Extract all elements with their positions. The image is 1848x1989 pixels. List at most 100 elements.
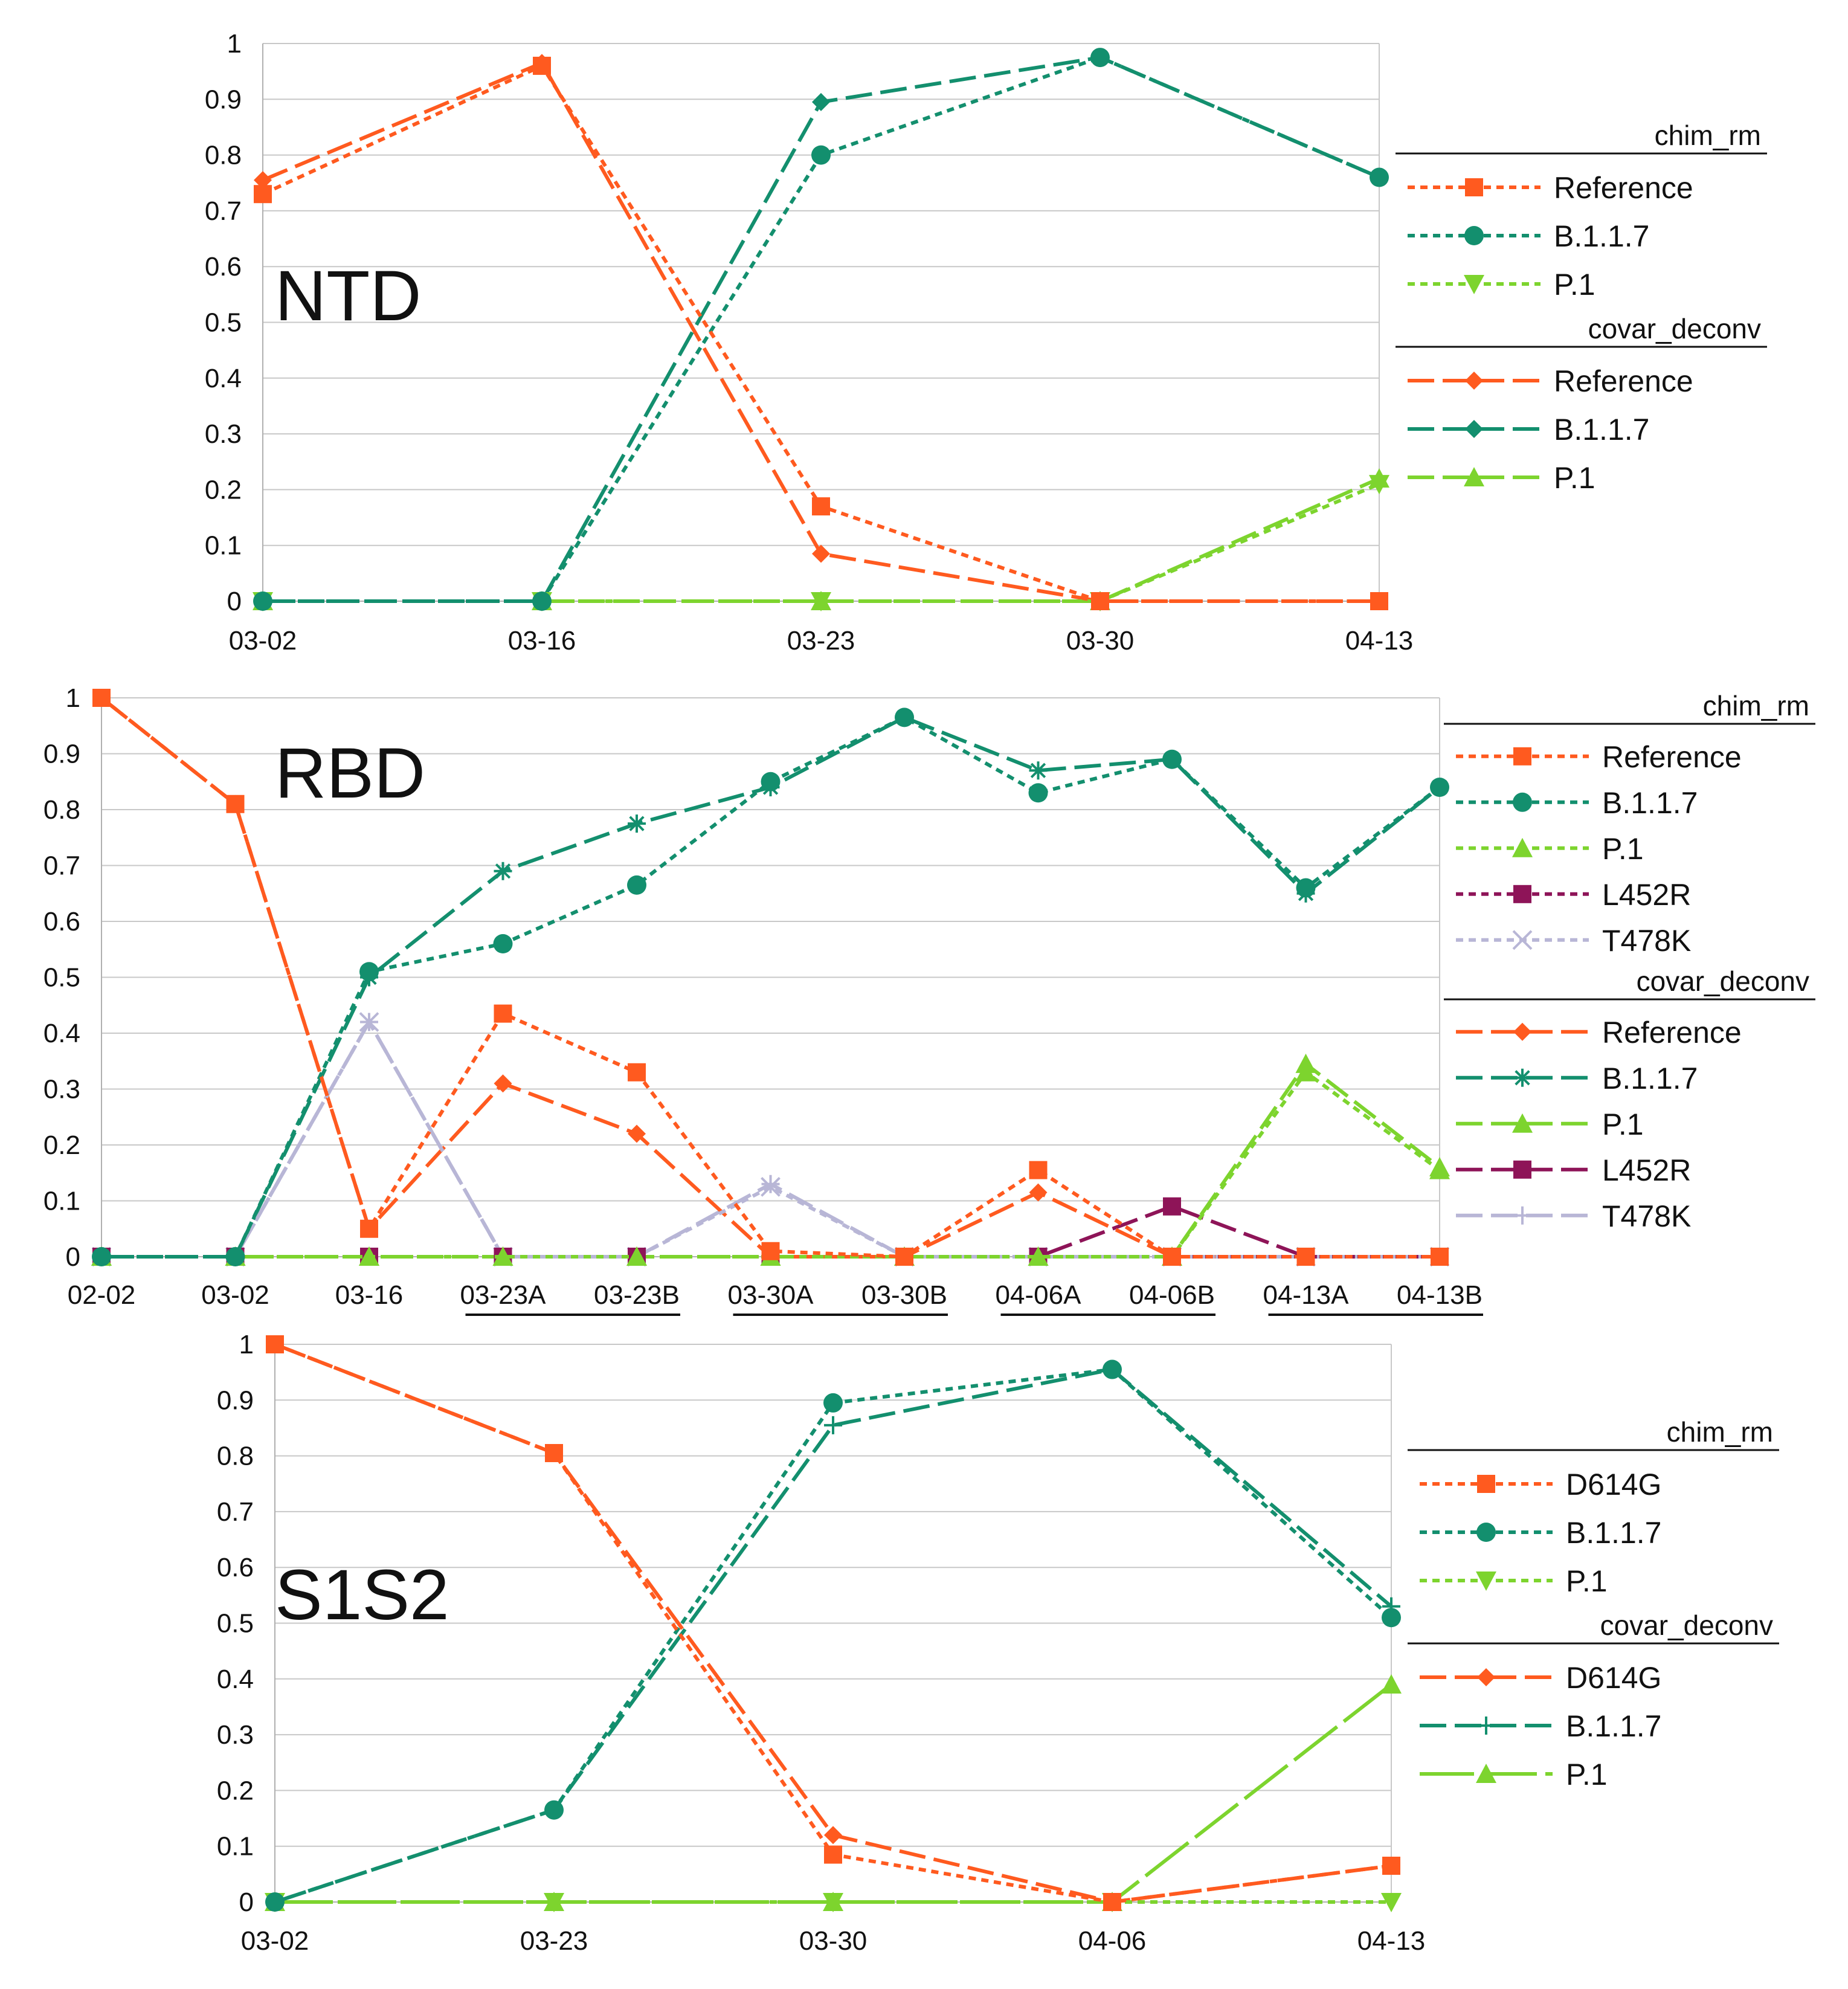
y-tick-label: 0.9 xyxy=(43,740,80,769)
legend-label: P.1 xyxy=(1602,1107,1644,1141)
data-point xyxy=(761,1175,780,1193)
data-point xyxy=(92,689,111,707)
y-tick-label: 0 xyxy=(227,587,242,616)
series-chim_rm-t478k xyxy=(91,1012,1450,1267)
series-line xyxy=(101,715,1441,1259)
data-point xyxy=(1163,1248,1181,1266)
series-covar_deconv-b117 xyxy=(254,48,1388,610)
legend-marker xyxy=(1476,1523,1496,1542)
data-point xyxy=(1295,1062,1316,1082)
y-tick-label: 0.9 xyxy=(217,1385,254,1415)
s1s2-panel-title: S1S2 xyxy=(275,1555,449,1635)
y-tick-label: 0.7 xyxy=(205,196,242,226)
data-point xyxy=(1162,749,1182,769)
data-point xyxy=(226,795,245,813)
x-tick-label: 03-16 xyxy=(335,1280,404,1310)
ntd-panel-title: NTD xyxy=(275,256,422,336)
x-tick-label: 04-13A xyxy=(1263,1280,1350,1310)
data-point xyxy=(359,962,379,982)
x-tick-label: 04-06B xyxy=(1129,1280,1215,1310)
legend-label: P.1 xyxy=(1566,1758,1608,1791)
legend-label: D614G xyxy=(1566,1468,1661,1501)
data-point xyxy=(1382,1857,1400,1875)
legend-group-title: chim_rm xyxy=(1667,1416,1773,1448)
y-tick-label: 0.3 xyxy=(43,1075,80,1104)
y-tick-label: 0.7 xyxy=(217,1497,254,1527)
y-tick-label: 0.5 xyxy=(43,963,80,993)
legend-label: Reference xyxy=(1602,740,1742,774)
data-point xyxy=(494,1004,512,1023)
y-tick-label: 0.2 xyxy=(217,1776,254,1805)
legend-marker xyxy=(1512,837,1533,857)
legend-marker xyxy=(1513,885,1531,903)
y-tick-label: 0.4 xyxy=(205,364,242,393)
legend-marker xyxy=(1464,467,1484,486)
rbd-panel-title: RBD xyxy=(275,733,425,813)
data-point xyxy=(225,1247,245,1266)
data-point xyxy=(1430,778,1449,797)
legend-marker xyxy=(1465,420,1483,438)
data-point xyxy=(895,1248,913,1266)
series-covar_deconv-t478k xyxy=(92,1013,1449,1266)
x-tick-label: 03-02 xyxy=(201,1280,269,1310)
data-point xyxy=(533,56,551,75)
legend-label: Reference xyxy=(1602,1016,1742,1049)
data-point xyxy=(823,1393,843,1413)
data-point xyxy=(823,1893,843,1912)
legend-marker xyxy=(1476,1764,1496,1783)
rbd-chart: 0 0.1 0.2 0.3 0.4 0.5 0.6 0.7 0.8 0.9 1 02-02 03-02 0… xyxy=(43,683,1815,1316)
data-point xyxy=(544,1800,564,1820)
data-point xyxy=(1163,1197,1181,1216)
legend-label: B.1.1.7 xyxy=(1554,219,1649,253)
data-point xyxy=(811,592,831,611)
series-covar_deconv-p1 xyxy=(265,1674,1402,1911)
legend-label: B.1.1.7 xyxy=(1566,1516,1661,1550)
y-tick-label: 0.7 xyxy=(43,851,80,881)
legend-marker xyxy=(1513,1206,1531,1225)
rbd-series xyxy=(91,689,1450,1267)
data-point xyxy=(532,592,552,611)
series-line xyxy=(262,61,1379,603)
legend-label: L452R xyxy=(1602,878,1691,912)
legend-marker xyxy=(1465,178,1483,196)
data-point xyxy=(824,1845,842,1864)
data-point xyxy=(895,708,914,727)
data-point xyxy=(1103,1893,1121,1911)
data-point xyxy=(761,1176,781,1197)
data-point xyxy=(1103,1359,1122,1379)
data-point xyxy=(1381,1893,1402,1912)
legend-group-title: covar_deconv xyxy=(1588,313,1761,344)
legend-marker xyxy=(1513,1068,1531,1087)
data-point xyxy=(824,1416,842,1434)
series-chim_rm-reference xyxy=(254,56,1388,610)
x-tick-label: 03-02 xyxy=(229,626,297,656)
legend-marker xyxy=(1465,372,1483,390)
y-tick-label: 0.4 xyxy=(217,1665,254,1694)
data-point xyxy=(92,1247,111,1266)
y-tick-label: 1 xyxy=(239,1330,254,1359)
x-tick-label: 03-23 xyxy=(520,1926,588,1956)
series-chim_rm-d614g xyxy=(266,1335,1400,1911)
legend-label: B.1.1.7 xyxy=(1566,1709,1661,1743)
data-point xyxy=(811,145,831,165)
y-tick-label: 0.6 xyxy=(205,252,242,282)
y-tick-label: 0.1 xyxy=(217,1832,254,1862)
data-point xyxy=(265,1892,285,1912)
s1s2-legend: chim_rmD614GB.1.1.7P.1covar_deconvD614GB… xyxy=(1408,1416,1779,1791)
y-tick-label: 0.9 xyxy=(205,85,242,114)
x-tick-label: 03-02 xyxy=(241,1926,309,1956)
series-line xyxy=(274,1367,1392,1904)
legend-label: Reference xyxy=(1554,171,1693,205)
data-point xyxy=(254,185,272,204)
data-point xyxy=(1029,761,1048,780)
x-tick-label: 03-30 xyxy=(799,1926,868,1956)
y-tick-label: 0.8 xyxy=(205,141,242,170)
rbd-legend: chim_rm Reference B.1.1.7 P.1 L452R T478K cova… xyxy=(1444,690,1815,1233)
data-point xyxy=(1296,878,1316,898)
data-point xyxy=(1028,783,1048,803)
y-tick-label: 0.5 xyxy=(217,1609,254,1639)
data-point xyxy=(1381,1674,1402,1694)
legend-label: B.1.1.7 xyxy=(1602,1062,1698,1095)
legend-marker xyxy=(1512,1113,1533,1133)
